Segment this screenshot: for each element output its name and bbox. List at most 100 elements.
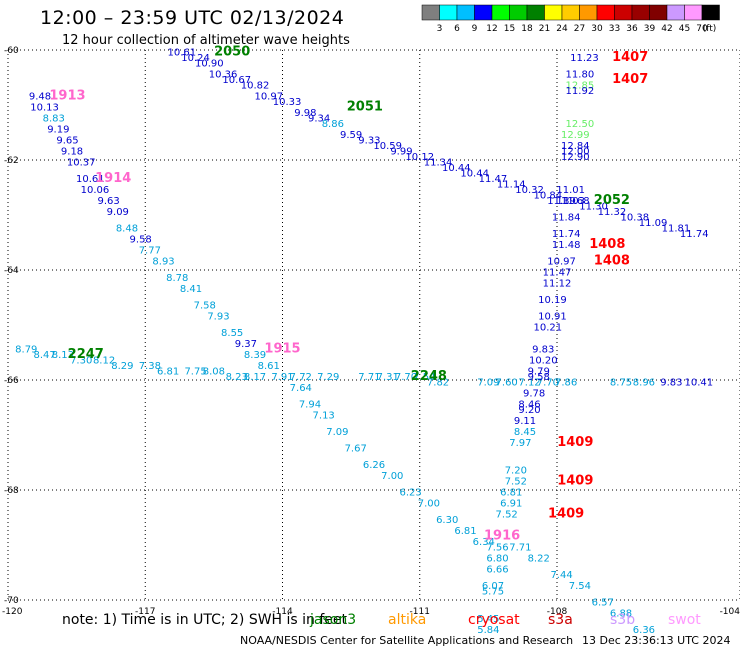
- swh-value-label: 7.00: [418, 499, 440, 510]
- legend-sat-jason3: jason3: [310, 612, 357, 628]
- pass-time-label: 2052: [594, 193, 630, 208]
- colorbar-label: 18: [521, 24, 533, 34]
- swh-value-label: 8.13: [52, 350, 74, 361]
- x-tick-label: -117: [135, 607, 155, 617]
- footer-credit: NOAA/NESDIS Center for Satellite Applica…: [240, 634, 574, 647]
- colorbar-swatch: [684, 4, 703, 21]
- colorbar-swatch: [579, 4, 598, 21]
- swh-value-label: 11.68: [561, 196, 590, 207]
- colorbar-label: 21: [539, 24, 550, 34]
- pass-time-label: 2050: [214, 45, 250, 60]
- pass-time-label: 1408: [589, 237, 625, 252]
- swh-value-label: 9.65: [56, 136, 78, 147]
- y-tick-label: -62: [4, 156, 19, 166]
- pass-time-label: 1407: [612, 72, 648, 87]
- colorbar-label: 70: [696, 24, 708, 34]
- colorbar-label: 33: [609, 24, 620, 34]
- swh-value-label: 7.29: [317, 372, 339, 383]
- pass-time-label: 1914: [95, 171, 131, 186]
- swh-value-label: 11.47: [543, 268, 572, 279]
- swh-value-label: 8.61: [258, 361, 280, 372]
- swh-value-label: 10.33: [273, 97, 302, 108]
- x-tick-label: -120: [2, 607, 23, 617]
- swh-value-label: 10.37: [67, 158, 96, 169]
- swh-value-label: 11.81: [662, 224, 691, 235]
- swh-value-label: 10.44: [442, 163, 471, 174]
- swh-value-label: 11.09: [639, 218, 668, 229]
- swh-value-label: 7.60: [496, 378, 518, 389]
- swh-value-label: 8.83: [43, 114, 65, 125]
- swh-value-label: 7.75: [184, 367, 206, 378]
- footer-timestamp: 13 Dec 23:36:13 UTC 2024: [582, 634, 731, 647]
- swh-value-label: 10.61: [168, 48, 197, 59]
- swh-value-label: 7.31: [377, 372, 399, 383]
- swh-value-label: 11.34: [424, 158, 453, 169]
- pass-time-label: 2051: [347, 100, 383, 115]
- colorbar-swatch: [456, 4, 475, 21]
- swh-value-label: 8.96: [633, 378, 655, 389]
- y-tick-label: -60: [4, 46, 19, 56]
- swh-value-label: 7.71: [358, 372, 380, 383]
- swh-value-label: 7.52: [505, 477, 527, 488]
- swh-value-label: 7.58: [194, 301, 216, 312]
- colorbar-swatch: [509, 4, 528, 21]
- legend-sat-altika: altika: [388, 612, 427, 628]
- swh-value-label: 8.39: [244, 350, 266, 361]
- colorbar-swatch: [631, 4, 650, 21]
- swh-value-label: 9.59: [340, 130, 362, 141]
- colorbar-label: 27: [574, 24, 585, 34]
- swh-value-label: 10.20: [529, 356, 558, 367]
- colorbar-swatch: [439, 4, 458, 21]
- swh-value-label: 9.63: [98, 196, 120, 207]
- chart-subtitle: 12 hour collection of altimeter wave hei…: [62, 33, 350, 48]
- colorbar-swatch: [649, 4, 668, 21]
- swh-value-label: 11.12: [543, 279, 572, 290]
- swh-value-label: 6.88: [610, 609, 632, 620]
- colorbar-swatch: [491, 4, 510, 21]
- swh-value-label: 7.77: [139, 246, 161, 257]
- swh-value-label: 7.94: [299, 400, 321, 411]
- colorbar-swatch: [614, 4, 633, 21]
- colorbar-label: 36: [626, 24, 638, 34]
- legend-note: note: 1) Time is in UTC; 2) SWH is in fe…: [62, 612, 348, 628]
- swh-value-label: 11.32: [598, 207, 627, 218]
- swh-value-label: 12.00: [561, 147, 590, 158]
- swh-value-label: 10.24: [181, 53, 210, 64]
- swh-value-label: 10.41: [685, 378, 714, 389]
- swh-value-label: 7.54: [569, 581, 591, 592]
- swh-value-label: 8.22: [528, 554, 550, 565]
- swh-value-label: 6.30: [436, 515, 458, 526]
- swh-value-label: 10.82: [241, 81, 270, 92]
- swh-value-label: 8.78: [166, 273, 188, 284]
- colorbar-label: 12: [486, 24, 497, 34]
- colorbar-swatch: [526, 4, 545, 21]
- swh-value-label: 6.23: [399, 488, 421, 499]
- swh-value-label: 9.83: [532, 345, 554, 356]
- colorbar-swatch: [561, 4, 580, 21]
- swh-value-label: 8.79: [15, 345, 37, 356]
- swh-value-label: 6.07: [482, 581, 504, 592]
- swh-value-label: 12.90: [561, 152, 590, 163]
- swh-value-label: 10.91: [538, 312, 567, 323]
- swh-value-label: 5.75: [482, 587, 504, 598]
- pass-time-label: 2248: [411, 369, 447, 384]
- swh-value-label: 11.74: [680, 229, 709, 240]
- swh-value-label: 9.19: [47, 125, 69, 136]
- colorbar-label: 6: [454, 24, 460, 34]
- colorbar-label: 9: [472, 24, 478, 34]
- swh-value-label: 11.74: [552, 229, 581, 240]
- legend-sat-s3a: s3a: [548, 612, 573, 628]
- swh-value-label: 10.19: [538, 295, 567, 306]
- swh-value-label: 11.01: [556, 185, 585, 196]
- swh-value-label: 9.37: [235, 339, 257, 350]
- swh-value-label: 6.34: [473, 537, 495, 548]
- colorbar-label: 3: [437, 24, 443, 34]
- swh-value-label: 9.11: [514, 416, 536, 427]
- swh-value-label: 7.67: [345, 444, 367, 455]
- swh-value-label: 5.84: [477, 625, 499, 636]
- swh-value-label: 10.32: [515, 185, 544, 196]
- colorbar-label: (ft): [703, 24, 717, 34]
- colorbar-swatch: [596, 4, 615, 21]
- pass-time-label: 1409: [557, 435, 593, 450]
